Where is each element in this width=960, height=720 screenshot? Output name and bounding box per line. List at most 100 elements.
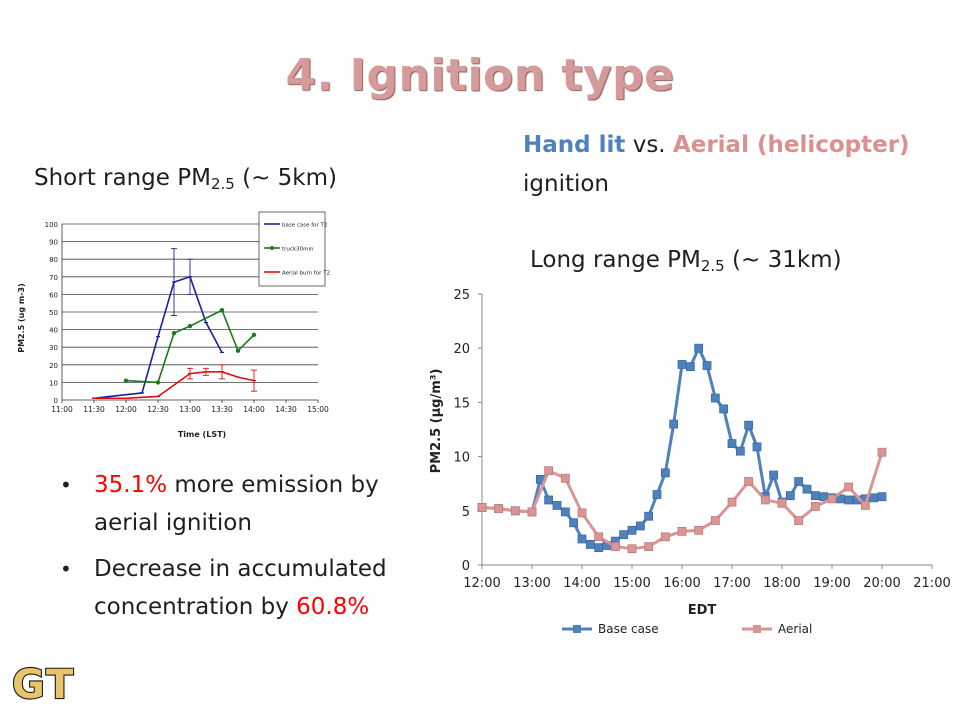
long-chart-axes [481,294,932,566]
long-data-point [844,482,854,492]
short-range-chart: 0 10 20 30 40 50 60 70 80 90 100 11:00 11:30 12:00 12… [17,211,330,439]
long-data-point [719,404,729,414]
short-x-tick-label: 13:30 [211,405,233,414]
long-y-tick-label: 5 [462,505,470,520]
long-data-point [877,447,887,457]
short-chart-x-ticks: 11:00 11:30 12:00 12:30 13:00 13:30 14:00 14:30… [51,400,329,414]
long-data-point [802,484,812,494]
long-x-tick-label: 21:00 [913,576,950,591]
long-x-tick-label: 13:00 [513,576,550,591]
long-data-point [710,393,720,403]
short-chart-x-axis-label: Time (LST) [178,430,226,439]
short-y-tick-label: 90 [49,239,58,247]
long-data-point [569,518,579,528]
long-data-point [744,420,754,430]
short-label-post: (~ 5km) [234,165,337,191]
long-y-tick-label: 20 [453,342,470,357]
short-series-line-2 [94,371,255,400]
concentration-text: Decrease in accumulated concentration by [94,556,387,620]
long-chart-series [477,343,887,554]
short-legend-label: truck30min [282,247,314,253]
long-data-point [694,525,704,535]
long-data-point [594,532,604,542]
short-x-tick-label: 14:00 [243,405,265,414]
bullet-marker: • [60,557,72,581]
emission-text: more emission by aerial ignition [94,472,379,536]
long-x-tick-label: 17:00 [713,576,750,591]
long-data-point [660,532,670,542]
long-y-tick-label: 25 [453,288,470,303]
long-x-tick-label: 19:00 [813,576,850,591]
short-legend-label: base case for T2 [282,223,327,229]
short-chart-y-ticks: 0 10 20 30 40 50 60 70 80 90 100 [45,221,58,405]
long-data-point [727,439,737,448]
long-data-point [685,362,695,372]
short-y-tick-label: 30 [49,344,58,352]
long-y-tick-label: 0 [462,559,470,574]
long-data-point [544,495,554,505]
long-data-point [785,491,795,501]
comparison-heading: Hand lit vs. Aerial (helicopter) [523,132,910,158]
short-y-tick-label: 20 [49,362,58,370]
long-range-label: Long range PM2.5 (~ 31km) [530,247,842,275]
long-data-point [560,507,570,517]
long-chart-legend: Base case Aerial [562,622,812,636]
short-x-tick-label: 13:00 [179,405,201,414]
short-data-point [251,332,257,338]
long-legend-marker [753,625,761,633]
georgia-tech-logo: G T [11,661,75,708]
long-data-point [777,498,787,508]
short-label-pre: Short range PM [34,165,211,191]
long-data-point [660,468,670,478]
long-label-post: (~ 31km) [724,247,842,273]
short-range-label: Short range PM2.5 (~ 5km) [34,165,337,193]
long-data-point [810,491,820,501]
short-chart-legend: base case for T2 truck30min Aerial burn fo… [258,211,330,287]
long-legend-label: Aerial [778,622,812,636]
long-data-point [810,502,820,511]
long-data-point [860,500,870,510]
long-data-point [594,543,604,553]
long-x-tick-label: 14:00 [563,576,600,591]
long-data-point [560,473,570,483]
long-data-point [610,542,620,551]
long-series-line-0 [481,346,883,550]
long-x-tick-label: 18:00 [763,576,800,591]
long-data-point [477,503,487,512]
short-x-tick-label: 11:30 [83,405,105,414]
long-legend-marker [573,625,581,633]
short-y-tick-label: 40 [49,327,58,335]
long-data-point [677,526,687,536]
long-data-point [677,360,687,369]
short-x-tick-label: 14:30 [275,405,297,414]
short-x-tick-label: 12:00 [115,405,137,414]
bullet-marker: • [60,473,72,497]
short-data-point [187,323,193,329]
long-data-point [544,466,554,476]
short-chart-series [92,248,257,400]
long-data-point [694,343,704,353]
long-data-point [619,530,629,540]
long-data-point [577,508,587,518]
findings-list: • 35.1% more emission by aerial ignition … [60,466,420,634]
long-data-point [585,540,595,549]
long-data-point [627,544,637,554]
long-data-point [710,516,720,525]
short-data-point [171,330,177,336]
long-data-point [819,492,829,502]
short-y-tick-label: 60 [49,291,58,299]
short-chart-y-axis-label: PM2.5 (ug m-3) [17,283,26,353]
comparison-heading-rest: ignition [523,171,610,197]
long-data-point [627,525,637,535]
long-range-chart: 0 5 10 15 20 25 12:00 13:00 14:00 15:00 16:00 17:0… [429,288,951,636]
long-data-point [652,490,662,499]
short-y-tick-label: 50 [49,309,58,317]
short-x-tick-label: 11:00 [51,405,73,414]
long-data-point [869,493,879,503]
long-data-point [702,361,712,370]
long-data-point [827,494,837,504]
short-label-sub: 2.5 [210,175,235,193]
long-data-point [844,495,854,505]
short-x-tick-label: 15:00 [307,405,329,414]
long-chart-y-ticks: 0 5 10 15 20 25 [453,288,482,574]
